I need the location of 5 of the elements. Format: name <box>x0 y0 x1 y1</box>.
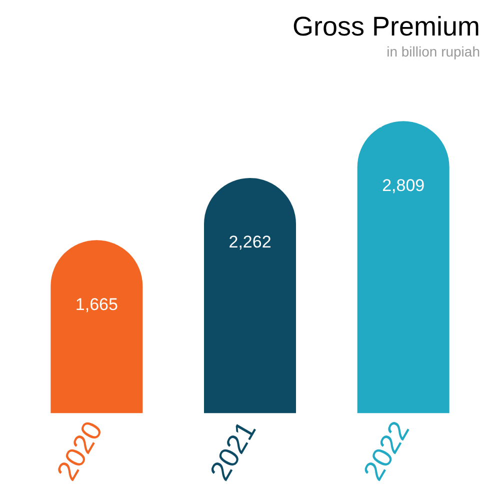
data-label: 2,262 <box>228 232 272 252</box>
chart-subtitle: in billion rupiah <box>386 44 480 60</box>
chart-title: Gross Premium <box>292 12 480 42</box>
data-label: 2,809 <box>382 176 425 195</box>
data-label: 1,665 <box>75 294 118 314</box>
